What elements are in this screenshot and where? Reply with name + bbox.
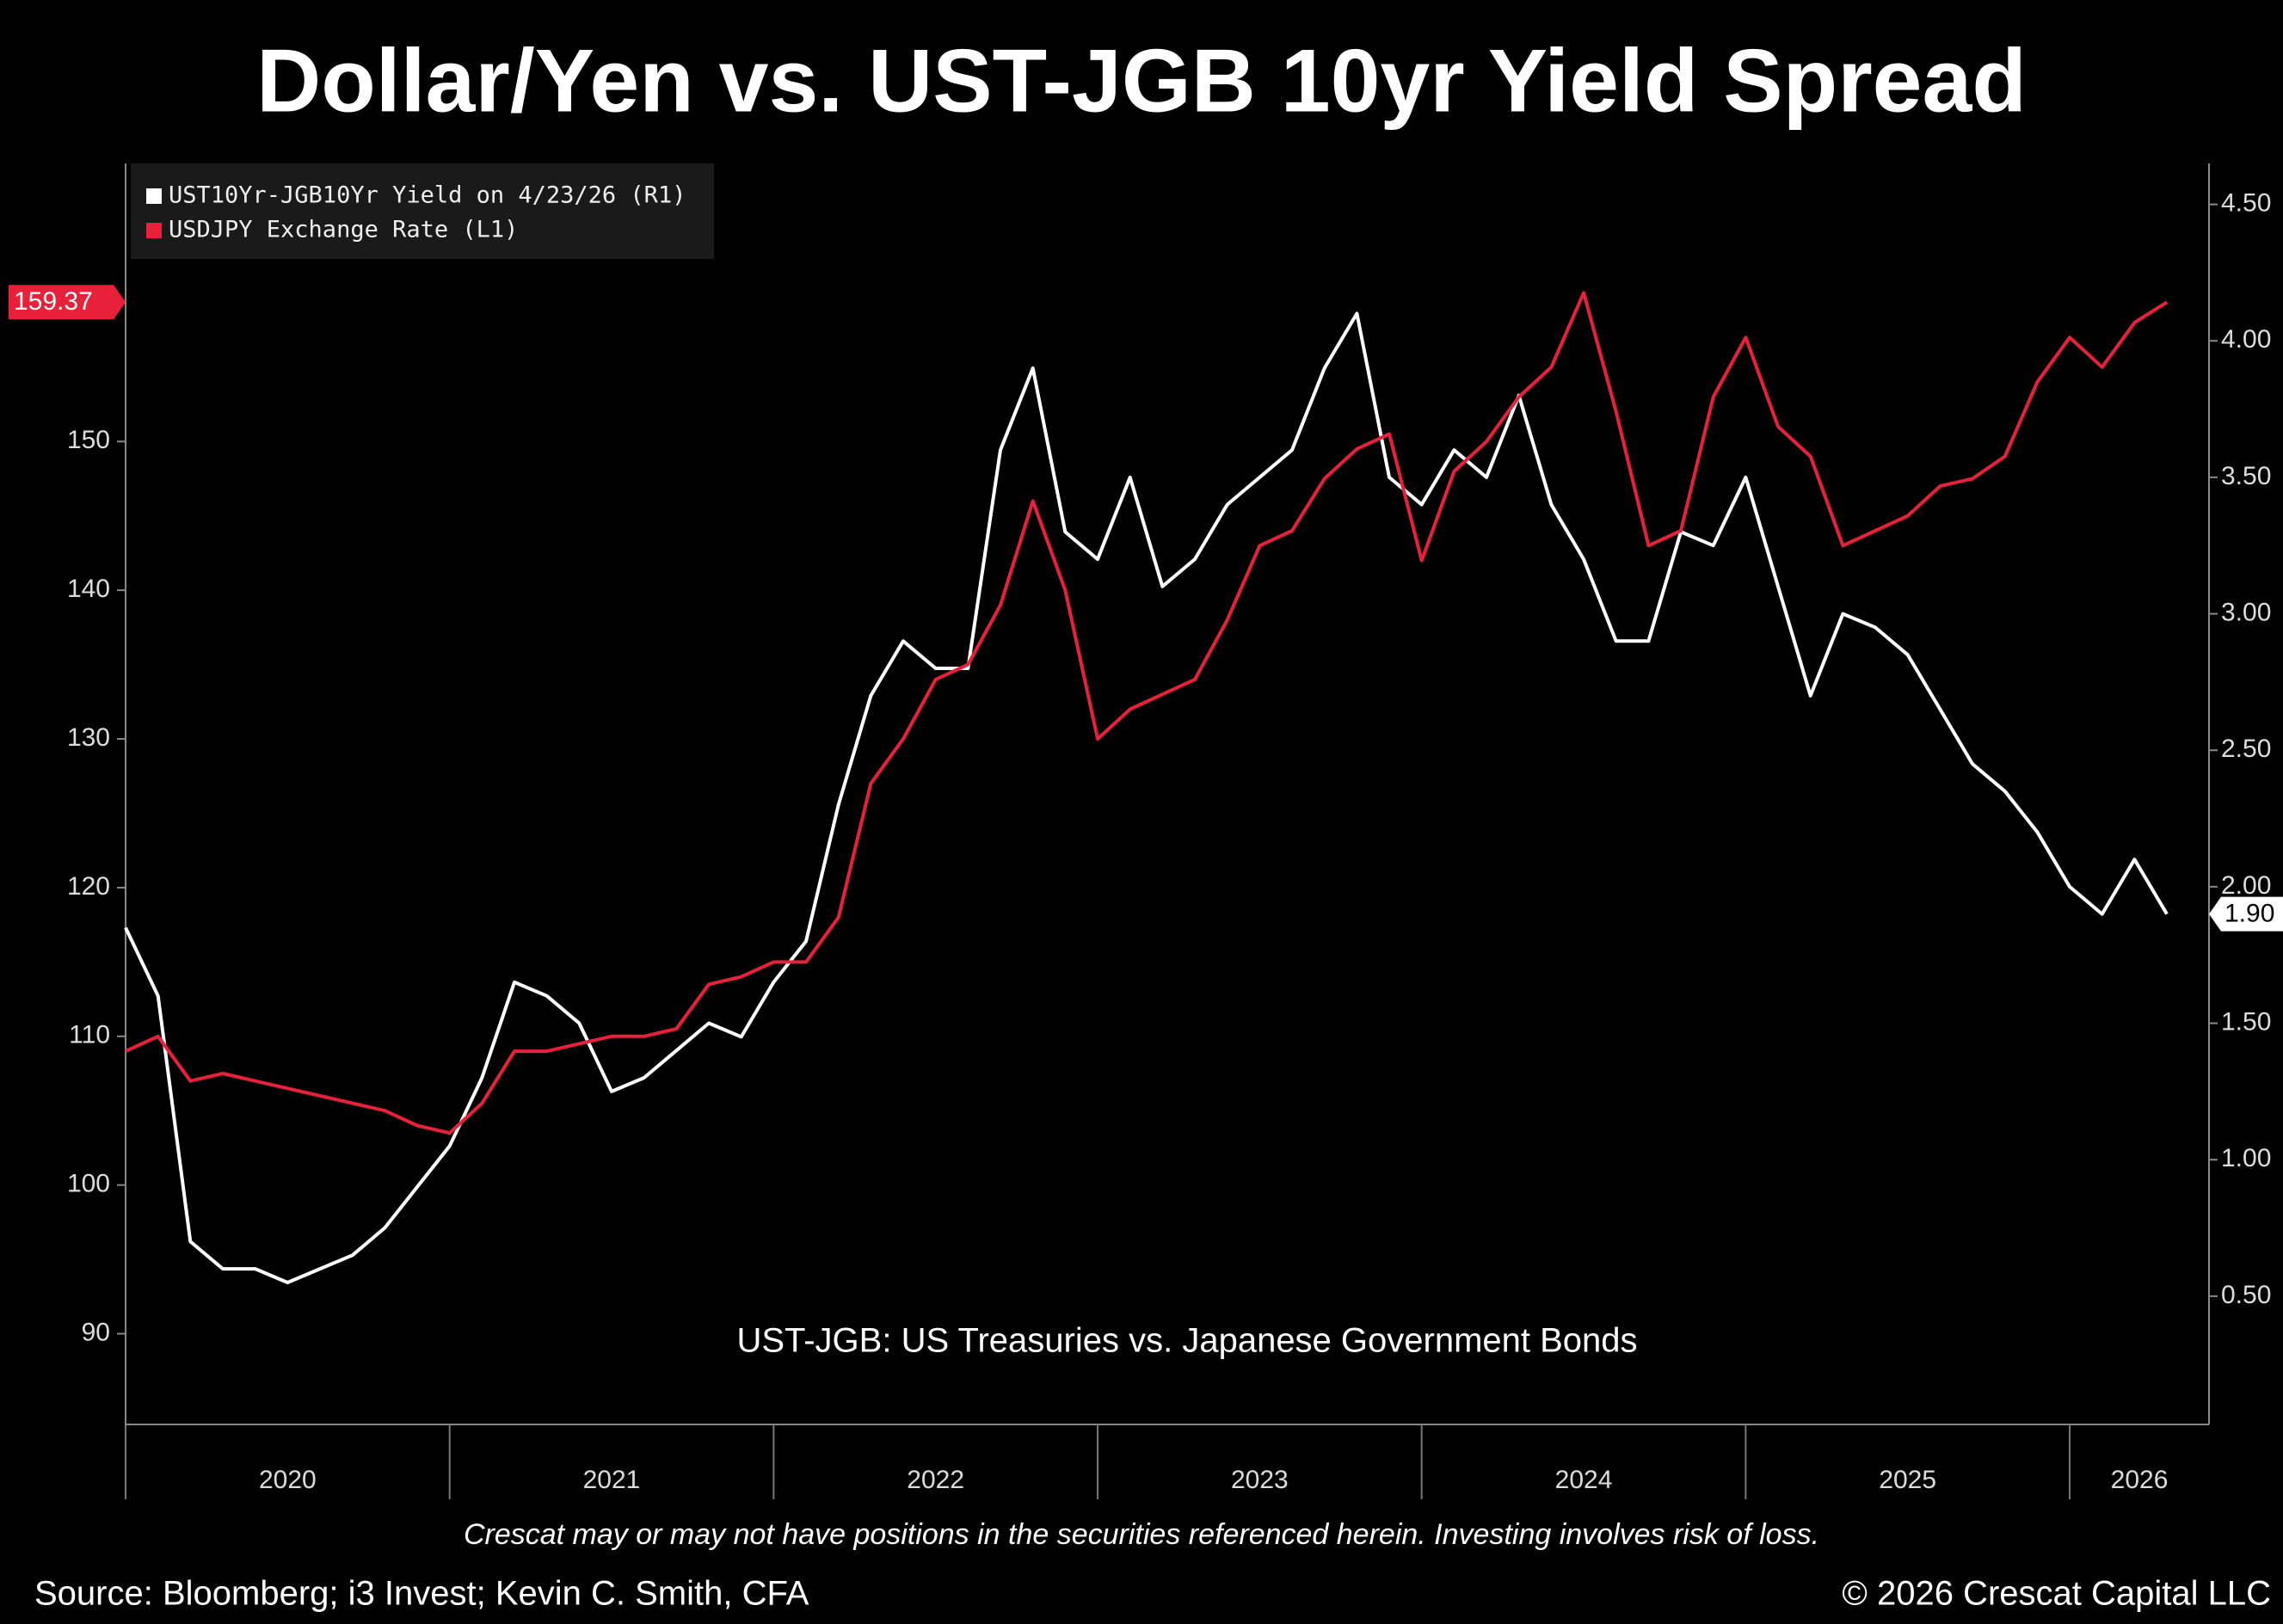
x-tick-label: 2024 xyxy=(1555,1466,1613,1494)
legend-swatch xyxy=(146,223,162,238)
x-tick-label: 2023 xyxy=(1231,1466,1289,1494)
legend-label: USDJPY Exchange Rate (L1) xyxy=(169,217,518,243)
chart-title: Dollar/Yen vs. UST-JGB 10yr Yield Spread xyxy=(256,31,2027,131)
legend-swatch xyxy=(146,188,162,204)
y-tick-label: 110 xyxy=(69,1021,110,1049)
y-tick-label: 120 xyxy=(67,872,110,901)
y2-tick-label: 0.50 xyxy=(2221,1281,2271,1309)
y2-tick-label: 3.50 xyxy=(2221,462,2271,490)
x-tick-label: 2021 xyxy=(583,1466,641,1494)
y2-tick-label: 1.50 xyxy=(2221,1007,2271,1036)
x-tick-label: 2020 xyxy=(259,1466,317,1494)
last-value-flag xyxy=(2209,896,2283,932)
y-tick-label: 140 xyxy=(67,575,110,603)
y-tick-label: 90 xyxy=(82,1318,110,1346)
last-value-label: 159.37 xyxy=(14,287,93,316)
copyright: © 2026 Crescat Capital LLC xyxy=(1842,1575,2271,1613)
y2-tick-label: 4.50 xyxy=(2221,189,2271,218)
annotation: UST-JGB: US Treasuries vs. Japanese Gove… xyxy=(736,1322,1637,1360)
y-tick-label: 130 xyxy=(67,723,110,752)
y-tick-label: 100 xyxy=(67,1170,110,1198)
x-tick-label: 2025 xyxy=(1879,1466,1936,1494)
y2-tick-label: 2.50 xyxy=(2221,735,2271,763)
series-line xyxy=(125,291,2169,1135)
x-tick-label: 2026 xyxy=(2111,1466,2169,1494)
y2-tick-label: 3.00 xyxy=(2221,598,2271,626)
y2-tick-label: 4.00 xyxy=(2221,325,2271,354)
x-tick-label: 2022 xyxy=(907,1466,964,1494)
y-tick-label: 150 xyxy=(67,426,110,454)
last-value-flag xyxy=(9,285,126,320)
legend-label: UST10Yr-JGB10Yr Yield on 4/23/26 (R1) xyxy=(169,182,686,209)
y2-tick-label: 2.00 xyxy=(2221,871,2271,900)
series-line xyxy=(124,311,2169,1284)
y2-tick-label: 1.00 xyxy=(2221,1144,2271,1172)
source: Source: Bloomberg; i3 Invest; Kevin C. S… xyxy=(34,1575,809,1613)
last-value-label: 1.90 xyxy=(2225,900,2274,928)
legend-box xyxy=(131,163,714,259)
disclaimer: Crescat may or may not have positions in… xyxy=(464,1518,1819,1551)
